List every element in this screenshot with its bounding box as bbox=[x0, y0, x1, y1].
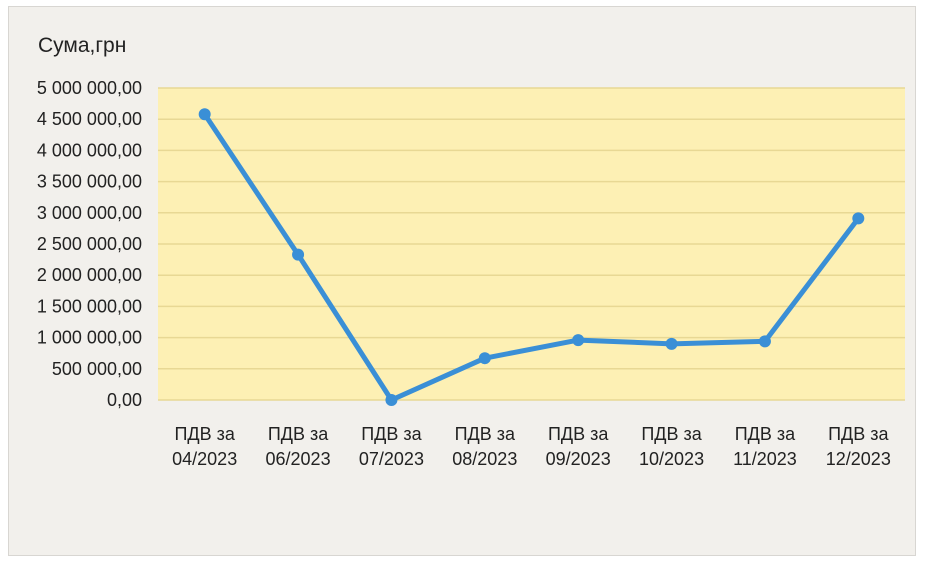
y-tick-label: 4 000 000,00 bbox=[37, 140, 142, 160]
y-tick-label: 5 000 000,00 bbox=[37, 78, 142, 98]
data-point bbox=[198, 108, 211, 121]
x-axis-ticks: ПДВ за 04/2023 ПДВ за 06/2023 ПДВ за 07/2023 П… bbox=[172, 424, 891, 469]
x-tick-label: 06/2023 bbox=[266, 449, 331, 469]
x-tick-label: 04/2023 bbox=[172, 449, 237, 469]
y-tick-label: 1 500 000,00 bbox=[37, 296, 142, 316]
data-point bbox=[292, 248, 305, 261]
x-tick-label: 07/2023 bbox=[359, 449, 424, 469]
x-tick-label: 11/2023 bbox=[733, 449, 797, 469]
x-tick-label: ПДВ за bbox=[828, 424, 889, 444]
data-point bbox=[665, 337, 678, 350]
gridlines bbox=[158, 87, 905, 401]
x-tick-label: ПДВ за bbox=[174, 424, 235, 444]
data-point bbox=[385, 394, 398, 406]
y-axis-label: Сума,грн bbox=[38, 34, 127, 57]
y-tick-label: 3 500 000,00 bbox=[37, 172, 142, 192]
data-point bbox=[572, 334, 585, 347]
x-tick-label: ПДВ за bbox=[735, 424, 796, 444]
x-tick-label: 10/2023 bbox=[639, 449, 704, 469]
x-tick-label: 08/2023 bbox=[452, 449, 517, 469]
series-points bbox=[198, 108, 865, 406]
x-tick-label: ПДВ за bbox=[641, 424, 702, 444]
y-tick-label: 0,00 bbox=[107, 390, 142, 410]
series-line bbox=[202, 111, 861, 403]
data-point bbox=[758, 335, 771, 348]
y-tick-label: 500 000,00 bbox=[52, 359, 142, 379]
y-axis-ticks: 0,00 500 000,00 1 000 000,00 1 500 000,00 2 … bbox=[37, 78, 142, 410]
x-tick-label: ПДВ за bbox=[548, 424, 609, 444]
y-tick-label: 1 000 000,00 bbox=[37, 328, 142, 348]
x-tick-label: ПДВ за bbox=[455, 424, 516, 444]
data-point bbox=[852, 212, 865, 225]
y-tick-label: 2 000 000,00 bbox=[37, 265, 142, 285]
data-point bbox=[478, 352, 491, 365]
x-tick-label: 09/2023 bbox=[546, 449, 611, 469]
y-tick-label: 3 000 000,00 bbox=[37, 203, 142, 223]
y-tick-label: 4 500 000,00 bbox=[37, 109, 142, 129]
x-tick-label: ПДВ за bbox=[268, 424, 329, 444]
x-tick-label: 12/2023 bbox=[826, 449, 891, 469]
y-tick-label: 2 500 000,00 bbox=[37, 234, 142, 254]
x-tick-label: ПДВ за bbox=[361, 424, 422, 444]
